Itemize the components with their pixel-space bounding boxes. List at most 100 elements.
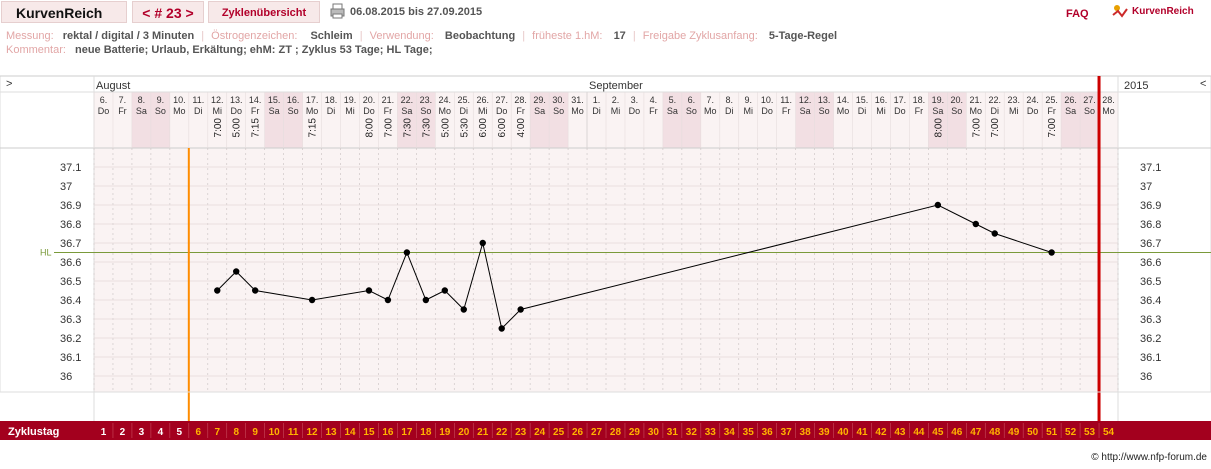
nav-left-arrow[interactable]: > — [6, 78, 12, 90]
cycle-day-number: 47 — [970, 427, 982, 438]
date-label: 11. — [192, 95, 204, 105]
date-range: 06.08.2015 bis 27.09.2015 — [350, 6, 483, 18]
weekend-column — [814, 92, 834, 148]
nav-right-arrow[interactable]: < — [1200, 78, 1206, 90]
date-label: 8. — [138, 95, 146, 105]
cycle-day-number: 33 — [705, 427, 717, 438]
faq-link[interactable]: FAQ — [1066, 8, 1089, 20]
weekday-label: Mo — [571, 106, 584, 116]
logo-text[interactable]: KurvenReich — [1132, 6, 1194, 17]
cycle-overview-link[interactable]: Zyklenübersicht — [208, 1, 320, 23]
y-tick-label-right: 36.3 — [1140, 314, 1161, 326]
temperature-point — [365, 287, 373, 294]
weekday-label: So — [288, 106, 299, 116]
date-label: 19. — [344, 95, 357, 105]
weekday-label: Di — [460, 106, 469, 116]
weekday-label: Mi — [345, 106, 355, 116]
weekday-label: So — [819, 106, 830, 116]
date-label: 12. — [799, 95, 812, 105]
temperature-point — [214, 287, 221, 294]
cycle-day-number: 24 — [534, 427, 546, 438]
printer-icon[interactable] — [330, 3, 345, 19]
date-label: 10. — [173, 95, 186, 105]
printer-icon-svg — [330, 3, 1128, 19]
y-tick-label-right: 37 — [1140, 181, 1152, 193]
month-label: August — [96, 80, 130, 92]
weekend-column — [416, 92, 436, 148]
release-label: Freigabe Zyklusanfang: — [642, 30, 758, 42]
temperature-point — [1048, 249, 1055, 256]
cycle-navigator[interactable]: < # 23 > — [132, 1, 204, 23]
weekday-label: Di — [990, 106, 999, 116]
date-label: 17. — [306, 95, 319, 105]
weekday-label: Do — [496, 106, 508, 116]
brand-title[interactable]: KurvenReich — [1, 1, 127, 23]
date-label: 16. — [287, 95, 300, 105]
weekday-label: Do — [629, 106, 641, 116]
date-label: 14. — [249, 95, 262, 105]
logo-icon[interactable] — [1112, 5, 1128, 18]
cycle-day-number: 54 — [1103, 427, 1115, 438]
weekend-column — [1061, 92, 1081, 148]
y-tick-label-right: 36.9 — [1140, 200, 1161, 212]
date-label: 31. — [571, 95, 584, 105]
date-label: 26. — [1064, 95, 1077, 105]
weekday-label: Fr — [782, 106, 791, 116]
weekday-label: Sa — [534, 106, 545, 116]
weekday-label: Do — [1027, 106, 1039, 116]
weekday-label: Mi — [213, 106, 223, 116]
cycle-day-number: 41 — [856, 427, 868, 438]
cycle-day-number: 51 — [1046, 427, 1058, 438]
cycle-day-number: 53 — [1084, 427, 1096, 438]
cycle-day-number: 10 — [269, 427, 281, 438]
weekday-label: Fr — [649, 106, 658, 116]
estrogen-value: Schleim — [310, 30, 353, 42]
weekday-label: Sa — [401, 106, 412, 116]
date-label: 23. — [1007, 95, 1020, 105]
cycle-day-number: 2 — [120, 427, 126, 438]
cycle-day-bar-label: Zyklustag — [8, 426, 59, 438]
weekday-label: Mo — [970, 106, 983, 116]
cycle-day-number: 6 — [196, 427, 202, 438]
cycle-day-number: 22 — [496, 427, 508, 438]
weekday-label: Di — [725, 106, 734, 116]
y-tick-label-right: 36.7 — [1140, 238, 1161, 250]
y-tick-label-right: 36.8 — [1140, 219, 1161, 231]
date-label: 18. — [913, 95, 926, 105]
cycle-day-number: 36 — [762, 427, 774, 438]
time-label: 6:00 — [478, 118, 489, 138]
date-label: 9. — [744, 95, 752, 105]
weekday-label: Fr — [915, 106, 924, 116]
weekday-label: Fr — [1047, 106, 1056, 116]
cycle-day-number: 26 — [572, 427, 584, 438]
temperature-point — [422, 296, 430, 304]
weekday-label: So — [155, 106, 166, 116]
date-label: 28. — [514, 95, 527, 105]
weekend-column — [795, 92, 815, 148]
weekend-column — [1080, 92, 1100, 148]
weekday-label: Do — [363, 106, 375, 116]
comment-label: Kommentar: — [6, 44, 66, 56]
cycle-day-number: 18 — [420, 427, 432, 438]
time-label: 5:00 — [232, 118, 243, 138]
temperature-point — [441, 287, 449, 294]
y-tick-label-left: 36.3 — [60, 314, 81, 326]
date-label: 20. — [363, 95, 376, 105]
weekday-label: So — [951, 106, 962, 116]
weekday-label: Do — [894, 106, 906, 116]
date-label: 17. — [894, 95, 907, 105]
month-label: September — [589, 80, 643, 92]
y-tick-label-right: 36 — [1140, 371, 1152, 383]
weekday-label: So — [1084, 106, 1095, 116]
weekday-label: Mi — [876, 106, 886, 116]
cycle-day-number: 40 — [837, 427, 849, 438]
temperature-point — [972, 220, 979, 228]
date-label: 14. — [837, 95, 850, 105]
cycle-day-number: 27 — [591, 427, 603, 438]
weekday-label: Sa — [667, 106, 678, 116]
cycle-day-number: 32 — [686, 427, 698, 438]
y-tick-label-left: 36.5 — [60, 276, 81, 288]
info-row-2: Kommentar: neue Batterie; Urlaub, Erkält… — [6, 44, 433, 56]
weekend-column — [549, 92, 569, 148]
cycle-day-number: 49 — [1008, 427, 1020, 438]
